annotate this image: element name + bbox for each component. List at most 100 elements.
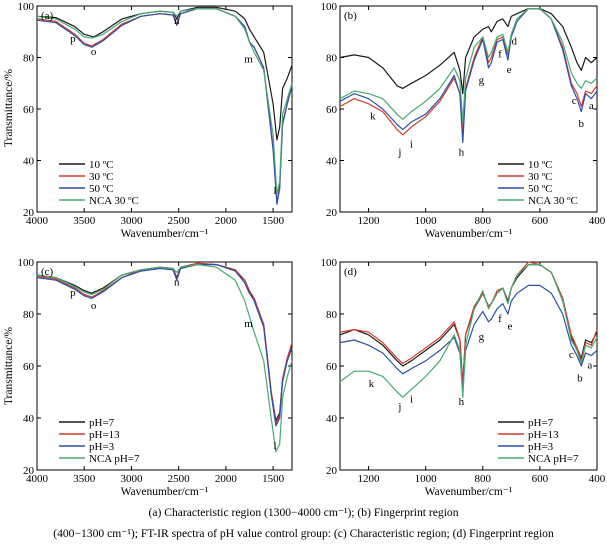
y-tick-label: 100 <box>18 1 35 13</box>
legend-entry: NCA pH=7 <box>89 453 140 465</box>
y-tick-label: 80 <box>23 309 35 321</box>
y-tick-label: 20 <box>23 207 35 219</box>
x-tick-label: 3000 <box>120 473 143 485</box>
x-tick-label: 4000 <box>26 473 49 485</box>
peak-label: i <box>410 393 413 405</box>
x-tick-label: 1500 <box>262 473 285 485</box>
x-tick-label: 3000 <box>120 215 143 227</box>
panel-b: 1200 1000 800 600 400 20 40 60 80 100 Wavenumber/c… <box>321 1 606 240</box>
peak-label: d <box>511 36 517 48</box>
x-tick-label: 2500 <box>168 473 191 485</box>
x-tick-label: 400 <box>589 473 606 485</box>
peak-label: l <box>273 185 276 197</box>
caption-line-2: (400−1300 cm⁻¹); FT-IR spectra of pH val… <box>53 527 554 540</box>
series-line-blue <box>339 8 598 144</box>
y-tick-label: 60 <box>23 361 35 373</box>
panel-label: (b) <box>344 10 357 22</box>
legend-entry: 50 ºC <box>528 183 553 195</box>
legend-entry: pH=13 <box>528 429 559 441</box>
legend-entry: pH=3 <box>528 441 554 453</box>
x-axis-label: Wavenumber/cm⁻¹ <box>121 486 209 498</box>
x-tick-label: 2000 <box>215 215 238 227</box>
peak-label: k <box>370 110 376 122</box>
legend-entry: 30 ºC <box>89 171 114 183</box>
x-tick-label: 4000 <box>26 215 49 227</box>
legend-entry: NCA 30 ºC <box>89 195 139 207</box>
peak-label: m <box>244 318 253 330</box>
x-tick-label: 1200 <box>358 215 381 227</box>
series-line-green <box>36 8 293 195</box>
legend-entry: pH=3 <box>89 441 115 453</box>
y-tick-label: 40 <box>23 156 35 168</box>
panel-d: 1200 1000 800 600 400 20 40 60 80 100 Wavenumber/c… <box>321 257 606 498</box>
panel-label: (d) <box>344 266 357 278</box>
peak-label: j <box>397 146 401 158</box>
series-line-green <box>339 8 598 123</box>
y-tick-label: 80 <box>326 53 338 65</box>
x-tick-label: 3500 <box>73 215 96 227</box>
peak-label: h <box>459 146 465 158</box>
peak-label: c <box>569 349 574 361</box>
peak-label: f <box>498 313 502 325</box>
x-tick-label: 2500 <box>168 215 191 227</box>
series-line-red <box>339 261 598 388</box>
peak-label: f <box>498 49 502 61</box>
x-tick-label: 1200 <box>358 473 381 485</box>
peak-label: g <box>479 74 485 86</box>
peak-label: m <box>244 54 253 66</box>
peak-label: n <box>174 15 180 27</box>
y-tick-label: 20 <box>326 207 338 219</box>
legend-entry: pH=7 <box>89 417 115 429</box>
peak-label: p <box>70 33 76 45</box>
y-axis-label: Transmittance/% <box>3 327 15 406</box>
series-line-green <box>36 264 293 453</box>
y-tick-label: 60 <box>23 104 35 116</box>
series-line-green <box>339 264 598 398</box>
peak-label: c <box>572 95 577 107</box>
caption-line-1: (a) Characteristic region (1300−4000 cm⁻… <box>148 506 459 519</box>
peak-label: e <box>507 321 512 333</box>
legend-entry: pH=13 <box>89 429 120 441</box>
legend-entry: 50 ºC <box>89 183 114 195</box>
x-tick-label: 1000 <box>415 473 438 485</box>
legend-entry: 30 ºC <box>528 171 553 183</box>
panel-label: (a) <box>41 10 54 22</box>
peak-label: p <box>70 287 76 299</box>
peak-label: o <box>91 46 97 58</box>
peak-label: e <box>507 64 512 76</box>
peak-label: n <box>174 276 180 288</box>
y-tick-label: 80 <box>326 309 338 321</box>
legend-entry: 10 ºC <box>528 159 553 171</box>
x-tick-label: 1000 <box>415 215 438 227</box>
x-tick-label: 600 <box>532 473 549 485</box>
panel-a: 4000 3500 3000 2500 2000 1500 20 40 60 80 100 Waven… <box>3 1 293 240</box>
figure-caption: (a) Characteristic region (1300−4000 cm⁻… <box>0 502 607 544</box>
y-tick-label: 100 <box>18 257 35 269</box>
x-tick-label: 400 <box>589 215 606 227</box>
peak-label: a <box>589 100 594 112</box>
y-tick-label: 40 <box>326 413 338 425</box>
peak-label: b <box>579 118 585 130</box>
ftir-figure: 4000 3500 3000 2500 2000 1500 20 40 60 80 100 Waven… <box>3 1 606 498</box>
series-line-blue <box>339 284 598 393</box>
y-tick-label: 40 <box>23 413 35 425</box>
y-tick-label: 20 <box>23 465 35 477</box>
peak-label: j <box>397 401 401 413</box>
legend-entry: 10 ºC <box>89 159 114 171</box>
peak-label: o <box>91 300 97 312</box>
series-line-black <box>339 8 598 95</box>
y-tick-label: 100 <box>321 1 338 13</box>
y-tick-label: 100 <box>321 257 338 269</box>
y-tick-label: 20 <box>326 465 338 477</box>
peak-label: g <box>479 331 485 343</box>
x-tick-label: 600 <box>532 215 549 227</box>
x-axis-label: Wavenumber/cm⁻¹ <box>425 486 513 498</box>
x-tick-label: 800 <box>475 473 492 485</box>
peak-label: b <box>577 373 583 385</box>
peak-label: a <box>587 360 592 372</box>
x-axis-label: Wavenumber/cm⁻¹ <box>425 228 513 240</box>
